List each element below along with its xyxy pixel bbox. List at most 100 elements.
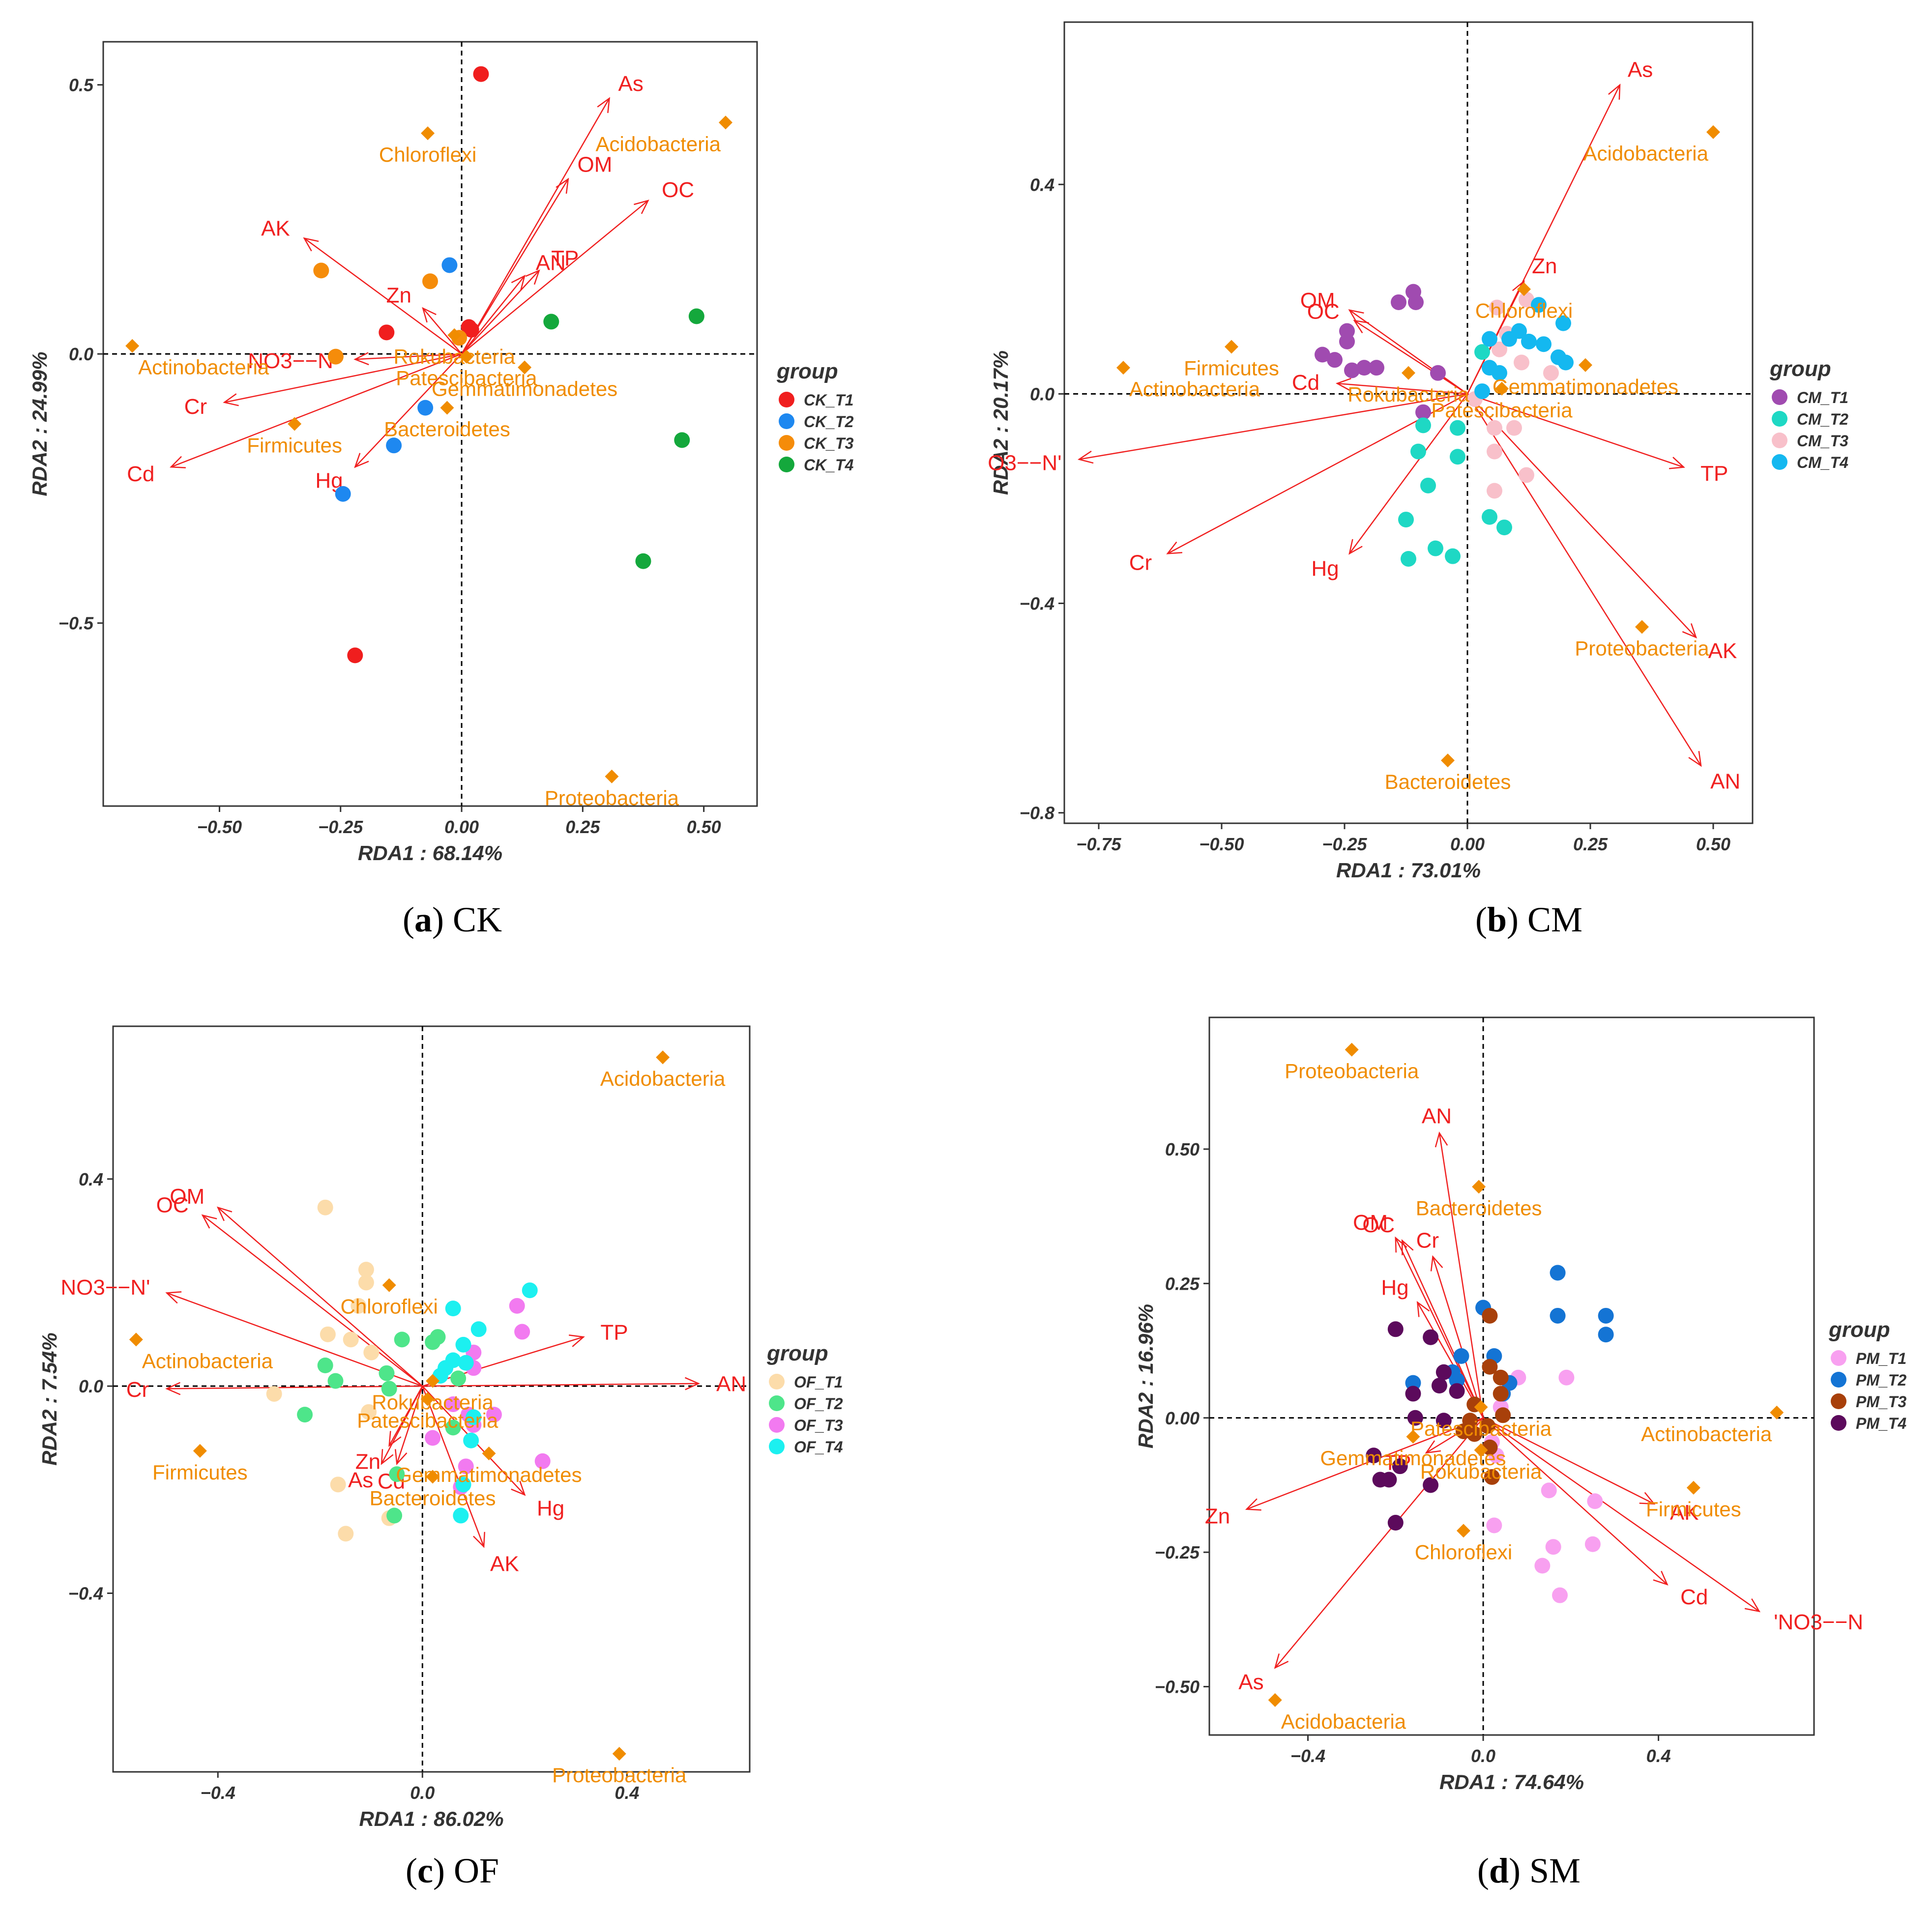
y-tick-label: 0.25 bbox=[1165, 1273, 1200, 1294]
x-tick-label: 0.0 bbox=[1471, 1746, 1495, 1766]
panel-cm: −0.75 −0.50 −0.25 0.00 0.25 0.50 −0.8 −0.4 0.0 0.… bbox=[988, 21, 1848, 939]
sample-point bbox=[1496, 520, 1512, 536]
species-marker bbox=[193, 1444, 207, 1458]
species-marker bbox=[1456, 1524, 1470, 1538]
species-label: Actinobacteria bbox=[1641, 1422, 1772, 1446]
sample-point bbox=[1410, 443, 1426, 460]
sample-point bbox=[1506, 420, 1522, 436]
sample-point bbox=[470, 1321, 487, 1337]
species-marker bbox=[605, 769, 619, 783]
factor-arrow-head bbox=[684, 1377, 701, 1390]
caption-letter: c bbox=[417, 1851, 433, 1890]
sample-point bbox=[1541, 1482, 1557, 1499]
sample-point bbox=[466, 1409, 482, 1425]
sample-point bbox=[351, 1298, 367, 1314]
species-label: Chloroflexi bbox=[1475, 299, 1573, 322]
factor-label: Zn bbox=[386, 284, 411, 308]
factor-arrow-head bbox=[353, 352, 369, 366]
panel-sm: −0.4 0.0 0.4 −0.50 −0.25 0.00 0.25 0.50 RDA1 : 7… bbox=[1134, 1016, 1906, 1890]
factor-arrow-head bbox=[569, 1334, 585, 1347]
sample-point bbox=[1453, 1348, 1469, 1364]
legend-label: CM_T4 bbox=[1797, 454, 1848, 471]
sample-point bbox=[1387, 1515, 1404, 1531]
factor-arrow-head bbox=[223, 393, 239, 406]
species-label: Proteobacteria bbox=[552, 1764, 687, 1787]
y-axis-title: RDA2 : 24.99% bbox=[28, 351, 51, 496]
sample-point bbox=[1449, 1372, 1465, 1388]
sample-point bbox=[1405, 1386, 1421, 1402]
sample-point bbox=[266, 1386, 282, 1402]
sample-point bbox=[1405, 1375, 1421, 1391]
sample-point bbox=[458, 1458, 474, 1475]
y-tick-label: 0.00 bbox=[1165, 1408, 1200, 1428]
y-tick-label: −0.4 bbox=[1020, 594, 1054, 614]
factor-arrow bbox=[1438, 1132, 1484, 1418]
sample-point bbox=[1387, 1321, 1404, 1337]
y-tick-label: −0.8 bbox=[1020, 803, 1054, 823]
y-axis-title: RDA2 : 16.96% bbox=[1134, 1304, 1157, 1448]
factor-label: TP bbox=[1700, 462, 1728, 486]
factor-arrow-head bbox=[381, 1449, 394, 1465]
sample-point bbox=[486, 1407, 502, 1423]
x-tick-label: 0.0 bbox=[410, 1783, 435, 1803]
factor-arrow bbox=[422, 1336, 584, 1387]
sample-point bbox=[1587, 1493, 1603, 1509]
factor-label: AN bbox=[716, 1372, 746, 1396]
sample-point bbox=[1558, 354, 1574, 371]
species-marker bbox=[718, 116, 732, 130]
y-axis-title: RDA2 : 20.17% bbox=[989, 350, 1012, 495]
factor-arrow-head bbox=[1639, 1492, 1656, 1505]
sample-point bbox=[1493, 1369, 1509, 1386]
legend-title: group bbox=[766, 1341, 828, 1365]
sample-point bbox=[422, 273, 438, 289]
species-marker bbox=[518, 360, 532, 375]
species-marker bbox=[440, 401, 454, 415]
y-tick-label: 0.0 bbox=[69, 344, 93, 364]
factor-arrow-head bbox=[1077, 450, 1094, 464]
legend-label: PM_T4 bbox=[1856, 1415, 1906, 1432]
factor-arrow-head bbox=[597, 97, 611, 113]
species-marker bbox=[382, 1278, 396, 1292]
factor-arrow-head bbox=[388, 1431, 402, 1447]
factor-arrow bbox=[354, 353, 462, 467]
legend: group OF_T1 OF_T2 OF_T3 OF_T4 bbox=[766, 1341, 843, 1456]
factor-arrow-head bbox=[1245, 1498, 1261, 1511]
factor-label: Zn bbox=[1532, 254, 1557, 278]
sample-point bbox=[1474, 344, 1490, 360]
sample-point bbox=[1486, 1517, 1502, 1533]
species-marker bbox=[612, 1747, 626, 1761]
species-marker bbox=[1579, 358, 1592, 372]
legend-swatch bbox=[1831, 1350, 1846, 1366]
factor-label: As bbox=[1628, 58, 1653, 82]
plot-frame bbox=[102, 41, 758, 807]
sample-point bbox=[379, 324, 395, 341]
factor-label: Zn bbox=[355, 1450, 381, 1474]
y-tick-label: 0.5 bbox=[69, 75, 94, 95]
x-axis-title: RDA1 : 74.64% bbox=[1439, 1770, 1584, 1793]
x-tick-label: −0.50 bbox=[197, 817, 242, 837]
caption-text: SM bbox=[1529, 1851, 1581, 1890]
sample-point bbox=[1423, 1477, 1439, 1493]
sample-point bbox=[1445, 548, 1461, 564]
species-label: Firmicutes bbox=[1184, 357, 1279, 380]
factor-arrow bbox=[422, 308, 462, 354]
legend-swatch bbox=[1831, 1372, 1846, 1388]
factor-label: O3−−N' bbox=[988, 451, 1061, 475]
species-label: Proteobacteria bbox=[1575, 636, 1709, 660]
sample-point bbox=[1495, 1407, 1511, 1423]
sample-point bbox=[1450, 449, 1465, 465]
legend-label: CM_T2 bbox=[1797, 410, 1848, 428]
sample-point bbox=[297, 1407, 313, 1423]
factor-arrow bbox=[304, 237, 462, 355]
sample-point bbox=[453, 1507, 469, 1524]
sample-point bbox=[1315, 347, 1330, 363]
sample-point bbox=[1543, 365, 1559, 381]
sample-point bbox=[1598, 1327, 1614, 1343]
factor-label: OC bbox=[1307, 300, 1340, 324]
x-tick-label: −0.75 bbox=[1076, 834, 1121, 854]
sample-point bbox=[1449, 1383, 1465, 1399]
sample-point bbox=[347, 647, 363, 664]
factor-label: AN bbox=[536, 251, 566, 275]
factor-label: As bbox=[348, 1468, 373, 1492]
